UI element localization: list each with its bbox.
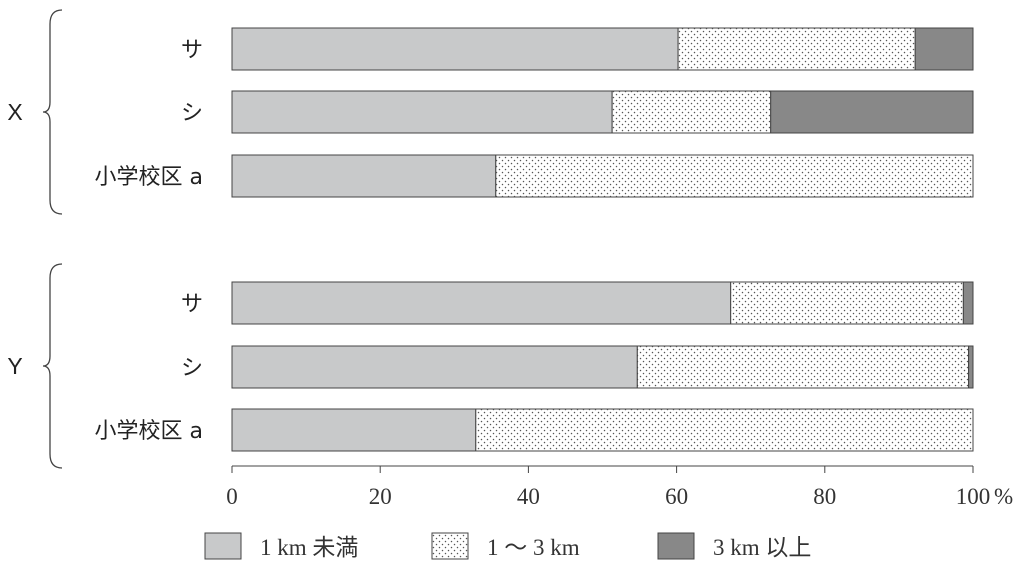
bar-segment-Y-2-3 [968,345,974,389]
bar-segment-Y-1-2 [730,281,964,325]
bar-segment-X-3-1 [231,154,497,198]
bar-segment-X-3-2 [495,154,974,198]
bar-segment-X-1-1 [231,27,679,71]
group-brace-Y [42,263,63,469]
bar-segment-X-1-3 [914,27,974,71]
bar-segment-Y-3-2 [475,408,974,452]
legend-swatch-3 [657,532,695,560]
row-label: シ [181,356,203,381]
bar-segment-X-2-1 [231,90,613,134]
row-label: 小学校区 a [95,165,203,190]
legend-label-2: 1 ～ 3 km [487,535,580,560]
legend-swatch-1 [204,532,242,560]
x-tick-label: 40 [517,484,540,509]
bar-segment-Y-1-3 [962,281,974,325]
row-label: シ [181,101,203,126]
row-label: サ [181,292,203,317]
group-label: X [7,99,22,125]
bar-segment-Y-2-1 [231,345,638,389]
x-tick-label: 60 [665,484,688,509]
legend-label-3: 3 km 以上 [713,535,811,560]
bar-segment-Y-1-1 [231,281,732,325]
x-tick-label: 0 [226,484,238,509]
bar-segment-X-1-2 [677,27,916,71]
group-label: Y [7,353,22,379]
bar-segment-Y-3-1 [231,408,477,452]
bar-segment-X-2-3 [770,90,974,134]
row-label: サ [181,38,203,63]
group-brace-X [42,9,63,215]
x-tick-label: 20 [369,484,392,509]
x-tick-label: 80 [813,484,836,509]
x-tick-label: 100 [956,484,991,509]
bar-segment-Y-2-2 [636,345,970,389]
legend-label-1: 1 km 未満 [260,535,358,560]
bar-segment-X-2-2 [611,90,772,134]
x-axis-unit: % [994,484,1013,509]
row-label: 小学校区 a [95,419,203,444]
legend-swatch-2 [431,532,469,560]
